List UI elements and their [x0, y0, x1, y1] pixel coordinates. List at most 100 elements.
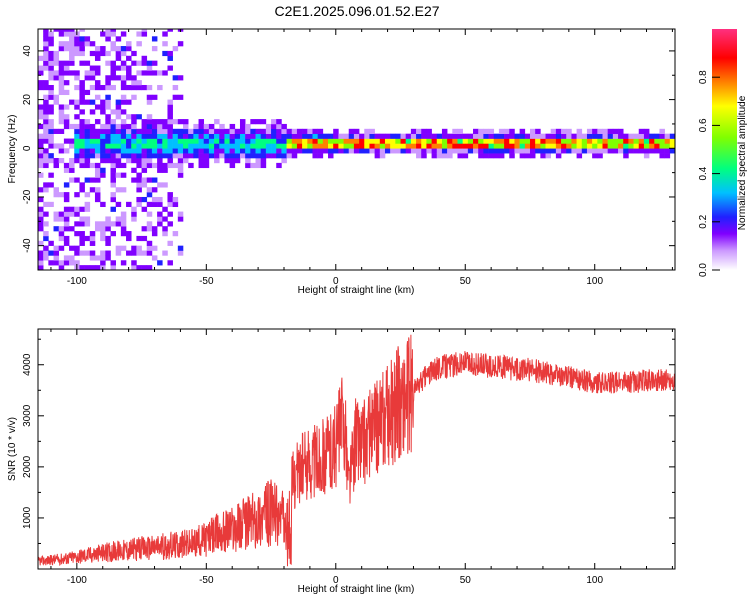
heatmap-cell	[146, 265, 153, 270]
heatmap-cell	[239, 143, 246, 149]
heatmap-cell	[566, 143, 572, 149]
heatmap-cell	[291, 128, 298, 134]
heatmap-cell	[592, 128, 598, 134]
heatmap-cell	[467, 143, 474, 149]
heatmap-cell	[203, 162, 210, 169]
heatmap-cell	[146, 158, 153, 164]
heatmap-cell	[115, 158, 122, 164]
heatmap-cell	[498, 133, 505, 139]
heatmap-cell	[74, 138, 80, 144]
heatmap-cell	[146, 226, 153, 232]
heatmap-cell	[58, 260, 65, 266]
heatmap-cell	[488, 128, 495, 134]
heatmap-cell	[457, 153, 463, 159]
heatmap-cell	[43, 36, 49, 42]
heatmap-cell	[483, 148, 489, 154]
heatmap-cell	[659, 138, 665, 144]
heatmap-cell	[89, 250, 96, 256]
heatmap-cell	[410, 133, 417, 139]
heatmap-cell	[643, 143, 650, 149]
heatmap-cell	[136, 235, 142, 242]
heatmap-cell	[224, 158, 230, 164]
heatmap-cell	[504, 148, 510, 154]
heatmap-cell	[126, 75, 132, 81]
heatmap-cell	[79, 84, 85, 91]
heatmap-cell	[234, 148, 241, 154]
heatmap-cell	[649, 143, 655, 149]
heatmap-cell	[436, 138, 443, 144]
heatmap-cell	[177, 143, 184, 149]
heatmap-cell	[416, 128, 422, 134]
heatmap-y-tick-label: 20	[22, 94, 33, 106]
heatmap-cell	[131, 114, 137, 120]
heatmap-cell	[597, 138, 603, 144]
heatmap-cell	[167, 114, 173, 120]
heatmap-cell	[535, 143, 541, 149]
heatmap-cell	[379, 153, 386, 159]
heatmap-cell	[115, 153, 122, 159]
heatmap-cell	[581, 133, 588, 139]
heatmap-cell	[43, 211, 49, 217]
heatmap-cell	[120, 187, 127, 193]
heatmap-cell	[245, 123, 251, 130]
heatmap-cell	[208, 148, 215, 154]
heatmap-cell	[338, 138, 344, 144]
heatmap-cell	[151, 70, 158, 76]
heatmap-cell	[43, 231, 49, 237]
heatmap-cell	[343, 133, 350, 139]
heatmap-cell	[203, 123, 210, 130]
heatmap-cell	[94, 70, 101, 76]
heatmap-cell	[364, 133, 370, 139]
heatmap-cell	[219, 138, 225, 144]
heatmap-cell	[141, 29, 148, 32]
heatmap-cell	[369, 148, 375, 154]
heatmap-cell	[509, 148, 515, 154]
heatmap-cell	[188, 148, 194, 154]
heatmap-cell	[38, 211, 44, 217]
heatmap-cell	[58, 60, 65, 66]
heatmap-cell	[581, 138, 588, 144]
heatmap-cell	[529, 153, 536, 159]
heatmap-cell	[63, 80, 70, 86]
heatmap-y-tick-label: -40	[22, 238, 33, 253]
heatmap-cell	[126, 84, 132, 91]
heatmap-cell	[58, 128, 65, 134]
snr-y-tick-label: 1000	[22, 506, 33, 529]
heatmap-cell	[69, 99, 75, 105]
heatmap-cell	[457, 128, 463, 134]
heatmap-cell	[436, 148, 443, 154]
heatmap-cell	[126, 114, 132, 120]
heatmap-cell	[43, 153, 49, 159]
heatmap-cell	[457, 138, 463, 144]
heatmap-cell	[141, 235, 148, 242]
heatmap-cell	[120, 162, 127, 169]
heatmap-cell	[89, 65, 96, 71]
heatmap-cell	[229, 138, 236, 144]
heatmap-cell	[58, 29, 65, 32]
heatmap-cell	[234, 138, 241, 144]
heatmap-cell	[100, 128, 106, 134]
heatmap-cell	[100, 84, 106, 91]
heatmap-cell	[146, 143, 153, 149]
heatmap-cell	[79, 99, 85, 105]
heatmap-cell	[74, 41, 80, 47]
heatmap-cell	[151, 46, 158, 52]
heatmap-cell	[146, 99, 153, 105]
heatmap-cell	[514, 148, 520, 154]
heatmap-cell	[333, 138, 339, 144]
heatmap-cell	[669, 133, 675, 139]
heatmap-cell	[162, 148, 168, 154]
heatmap-cell	[126, 65, 132, 71]
heatmap-cell	[167, 201, 173, 208]
heatmap-cell	[110, 75, 116, 81]
heatmap-cell	[524, 153, 531, 159]
heatmap-cell	[146, 250, 153, 256]
heatmap-cell	[38, 109, 44, 115]
heatmap-cell	[535, 138, 541, 144]
heatmap-cell	[271, 123, 277, 130]
heatmap-cell	[586, 133, 593, 139]
heatmap-cell	[131, 123, 137, 130]
heatmap-cell	[79, 250, 85, 256]
heatmap-cell	[48, 104, 54, 110]
heatmap-cell	[110, 84, 116, 91]
